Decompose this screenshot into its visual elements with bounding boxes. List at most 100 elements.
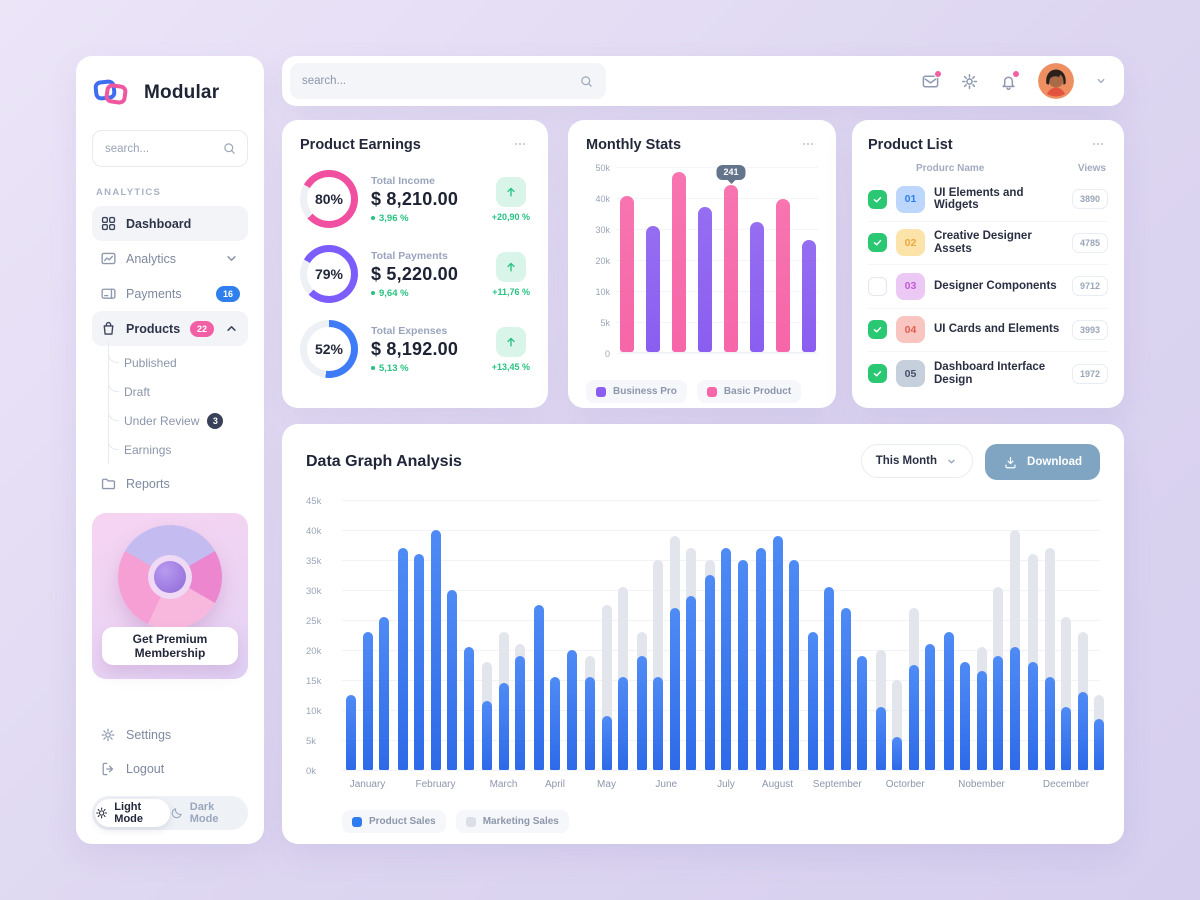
sidebar-item-reports[interactable]: Reports — [92, 466, 248, 501]
row-number-badge: 05 — [896, 360, 925, 388]
sidebar-subitem-earnings[interactable]: Earnings — [108, 429, 248, 464]
product-sales-bar — [515, 656, 525, 770]
dark-mode-button[interactable]: Dark Mode — [170, 799, 245, 827]
bar-slot — [686, 500, 696, 770]
bar-slot — [669, 500, 680, 770]
arrow-up-icon — [504, 185, 518, 199]
sidebar-item-label: Products — [126, 321, 181, 336]
sidebar-item-products[interactable]: Products 22 — [92, 311, 248, 346]
product-sales-bar — [737, 560, 748, 770]
month-bars — [533, 500, 577, 770]
product-sales-bar — [414, 554, 424, 770]
bar-slot — [824, 500, 834, 770]
light-mode-button[interactable]: Light Mode — [95, 799, 170, 827]
product-sales-bar — [976, 671, 987, 770]
bell-icon[interactable] — [999, 69, 1020, 91]
y-tick: 40k — [595, 194, 610, 204]
bar-slot — [857, 500, 867, 770]
row-checkbox[interactable] — [868, 189, 887, 209]
product-sales-bar — [857, 656, 867, 770]
column-views: Views — [1077, 163, 1106, 174]
sidebar-subitem-published[interactable]: Published — [108, 342, 248, 377]
product-sales-bar — [550, 677, 560, 770]
premium-card: Get Premium Membership — [92, 513, 248, 679]
sidebar-item-dashboard[interactable]: Dashboard — [92, 206, 248, 241]
y-tick: 0k — [306, 766, 317, 777]
row-checkbox[interactable] — [868, 364, 887, 384]
bar-slot — [636, 500, 647, 770]
bar-slot — [789, 500, 799, 770]
month-bars — [636, 500, 696, 770]
sidebar-search-input[interactable] — [105, 142, 216, 155]
bar-slot — [1009, 500, 1020, 770]
product-name: Dashboard Interface Design — [934, 361, 1046, 386]
basic-product-bar — [776, 199, 790, 352]
donut-percent: 52% — [307, 327, 351, 371]
product-sales-bar — [1061, 707, 1071, 770]
more-options-icon[interactable] — [510, 137, 530, 151]
sidebar-subitem-under-review[interactable]: Under Review 3 — [108, 400, 248, 435]
marketing-sales-bar — [892, 680, 902, 770]
bar-slot — [346, 500, 356, 770]
month-label: May — [597, 779, 616, 790]
month-group: January — [346, 500, 389, 790]
earnings-total-change: +20,90 % — [491, 211, 530, 222]
sidebar-subitem-draft[interactable]: Draft — [108, 371, 248, 406]
business-pro-bar — [646, 225, 660, 352]
basic-product-bar — [672, 171, 686, 352]
earnings-trend: +20,90 % — [491, 176, 530, 222]
earnings-change-value: 3,96 % — [379, 212, 409, 224]
product-sales-bar — [908, 665, 919, 770]
premium-banner: Get Premium Membership — [92, 513, 248, 686]
y-tick: 30k — [306, 586, 322, 597]
row-checkbox[interactable] — [868, 276, 887, 296]
period-select[interactable]: This Month — [860, 444, 974, 478]
legend-item[interactable]: Basic Product — [696, 380, 802, 403]
product-sales-bar — [686, 596, 696, 770]
download-button[interactable]: Download — [985, 444, 1100, 480]
month-label: December — [1042, 779, 1090, 790]
earnings-value: $ 8,192.00 — [371, 338, 459, 359]
avatar[interactable] — [1038, 63, 1074, 99]
legend-item[interactable]: Product Sales — [342, 810, 446, 833]
monthly-stats-title: Monthly Stats — [586, 137, 682, 153]
sidebar-item-settings[interactable]: Settings — [92, 720, 248, 750]
legend-label: Marketing Sales — [482, 816, 559, 827]
sidebar-item-analytics[interactable]: Analytics — [92, 241, 248, 276]
messages-icon[interactable] — [921, 69, 942, 91]
submenu-products: Published Draft Under Review 3 Earnings — [108, 342, 248, 464]
earnings-change: 9,64 % — [371, 288, 479, 299]
legend-label: Product Sales — [369, 816, 436, 827]
legend-item[interactable]: Marketing Sales — [455, 810, 569, 833]
row-checkbox[interactable] — [868, 320, 887, 340]
chevron-down-icon — [945, 455, 958, 468]
bar-slot — [463, 500, 474, 770]
earnings-info: Total Income $ 8,210.00 3,96 % — [371, 175, 479, 224]
section-label-analytics: ANALYTICS — [96, 187, 162, 198]
bar-slot — [960, 500, 970, 770]
y-tick: 20k — [306, 646, 322, 657]
sidebar: Modular ANALYTICS Dashboard Analytics Paym… — [76, 56, 264, 844]
sidebar-item-payments[interactable]: Payments 16 — [92, 276, 248, 311]
product-name: UI Cards and Elements — [934, 323, 1060, 336]
data-graph-card: Data Graph Analysis This Month Download … — [282, 424, 1124, 844]
legend-item[interactable]: Business Pro — [586, 380, 687, 403]
chevron-up-icon — [223, 320, 240, 337]
bar-slot — [533, 500, 544, 770]
row-number-badge: 01 — [896, 185, 925, 213]
business-pro-bar — [802, 240, 816, 352]
more-options-icon[interactable] — [1088, 137, 1108, 151]
month-bars — [397, 500, 474, 770]
check-icon — [872, 324, 883, 335]
earnings-change: 3,96 % — [371, 213, 479, 224]
global-search-input[interactable] — [302, 75, 571, 87]
gear-icon[interactable] — [960, 72, 979, 91]
sidebar-item-logout[interactable]: Logout — [92, 754, 248, 784]
arrow-up-icon — [504, 260, 518, 274]
get-premium-button[interactable]: Get Premium Membership — [102, 627, 238, 665]
chevron-down-icon[interactable] — [1094, 74, 1108, 88]
month-group: Octorber — [875, 500, 935, 790]
more-options-icon[interactable] — [798, 137, 818, 151]
row-checkbox[interactable] — [868, 233, 887, 253]
subitem-label: Draft — [124, 384, 151, 399]
